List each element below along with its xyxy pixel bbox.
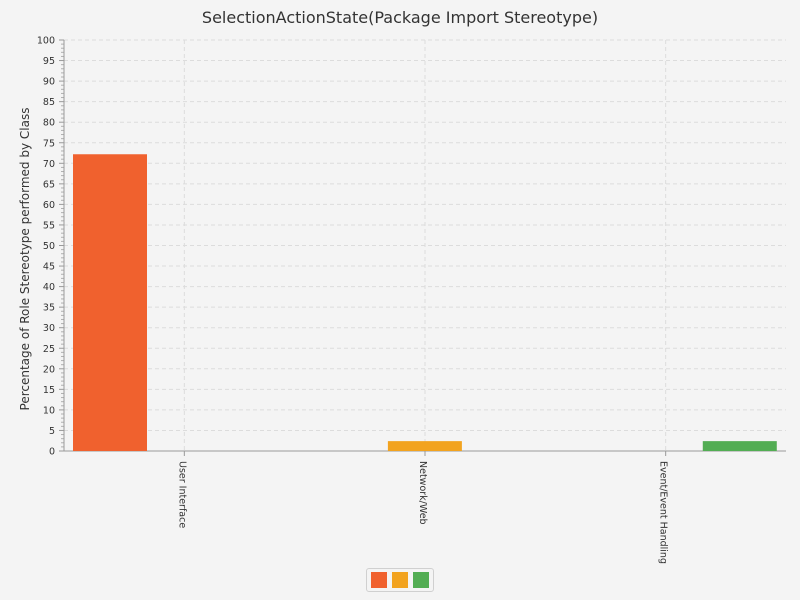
- y-tick-label: 75: [43, 138, 55, 149]
- bar: [73, 154, 147, 451]
- y-tick-label: 60: [43, 200, 55, 211]
- y-tick-label: 95: [43, 56, 55, 67]
- legend-swatch: [371, 572, 387, 588]
- axes: [59, 39, 786, 456]
- legend: [366, 568, 434, 592]
- y-tick-label: 55: [43, 220, 55, 231]
- x-tick-label: User Interface: [176, 461, 187, 528]
- bar: [702, 441, 777, 451]
- x-tick-label: Event/Event Handling: [658, 461, 669, 564]
- y-tick-label: 10: [43, 405, 55, 416]
- bar: [387, 441, 462, 451]
- y-tick-label: 25: [43, 344, 55, 355]
- tick-labels: 0 5 10 15 20 25 30 35 40 45 50 55 60 65 70 75 80 85 90 95 10…: [37, 36, 669, 565]
- bars: [73, 154, 777, 451]
- y-tick-label: 0: [49, 447, 55, 458]
- y-tick-label: 5: [49, 426, 55, 437]
- legend-swatch: [392, 572, 408, 588]
- y-tick-label: 40: [43, 282, 55, 293]
- y-axis-label: Percentage of Role Stereotype performed …: [18, 108, 32, 411]
- x-tick-label: Network/Web: [417, 461, 428, 525]
- legend-swatch: [413, 572, 429, 588]
- y-tick-label: 65: [43, 179, 55, 190]
- y-tick-label: 85: [43, 97, 55, 108]
- y-tick-label: 15: [43, 385, 55, 396]
- y-tick-label: 80: [43, 118, 55, 129]
- y-tick-label: 50: [43, 241, 55, 252]
- y-tick-label: 70: [43, 159, 55, 170]
- y-tick-label: 20: [43, 364, 55, 375]
- y-tick-label: 30: [43, 323, 55, 334]
- y-tick-label: 90: [43, 77, 55, 88]
- y-tick-label: 45: [43, 262, 55, 273]
- y-tick-label: 35: [43, 303, 55, 314]
- chart-title: SelectionActionState(Package Import Ster…: [202, 8, 598, 27]
- y-tick-label: 100: [37, 36, 55, 47]
- grid: [64, 39, 786, 451]
